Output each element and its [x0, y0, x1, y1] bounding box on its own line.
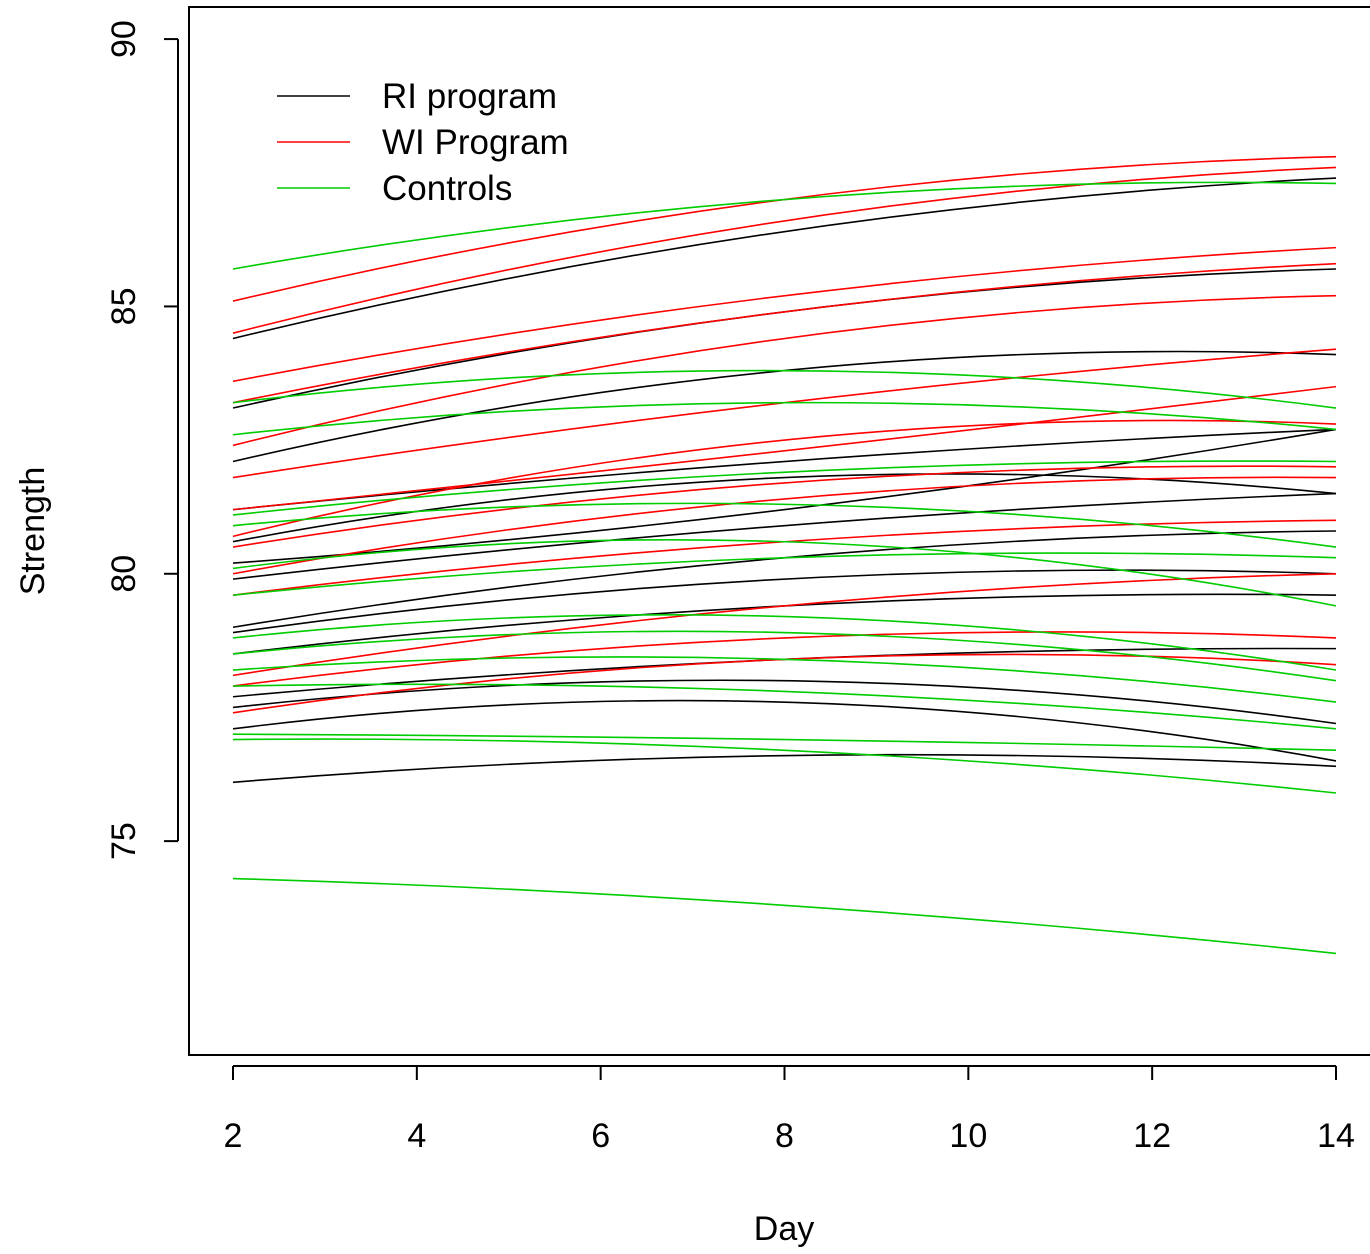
x-tick-label: 4 — [407, 1117, 426, 1155]
series-line-7 — [232, 492, 1337, 580]
series-line-20 — [232, 348, 1337, 479]
series-line-35 — [232, 552, 1337, 596]
legend-item: RI program — [277, 77, 557, 116]
series-line-18 — [232, 262, 1337, 404]
series-line-37 — [232, 630, 1337, 682]
x-tick-label: 2 — [224, 1117, 243, 1155]
series-line-17 — [232, 246, 1337, 383]
x-tick-label: 10 — [949, 1117, 987, 1155]
series-line-34 — [232, 539, 1337, 607]
series-line-38 — [232, 656, 1337, 703]
series-line-36 — [232, 614, 1337, 671]
series-line-40 — [232, 733, 1337, 752]
y-axis-label: Strength — [14, 467, 52, 596]
series-line-41 — [232, 738, 1337, 794]
y-tick-label: 85 — [105, 288, 143, 326]
series-line-14 — [232, 753, 1337, 784]
series-line-30 — [232, 369, 1337, 409]
x-axis: 2 4 6 8 10 12 14 — [224, 1065, 1355, 1155]
legend-label: WI Program — [382, 123, 569, 162]
x-tick-label: 8 — [775, 1117, 794, 1155]
y-axis: 75 80 85 90 — [105, 20, 179, 860]
series-line-32 — [232, 460, 1337, 516]
series-line-4 — [232, 428, 1337, 511]
series-line-6 — [232, 428, 1337, 564]
series-line-24 — [232, 476, 1337, 575]
series-line-16 — [232, 166, 1337, 334]
series-line-5 — [232, 473, 1337, 543]
series-line-29 — [232, 181, 1337, 270]
series-line-19 — [232, 294, 1337, 447]
legend-item: WI Program — [277, 123, 569, 162]
series-line-31 — [232, 401, 1337, 436]
series-line-9 — [232, 569, 1337, 634]
plot-area-frame — [188, 6, 1370, 1056]
series-line-13 — [232, 699, 1337, 762]
series-line-12 — [232, 679, 1337, 725]
legend-item: Controls — [277, 169, 512, 208]
series-line-23 — [232, 465, 1337, 548]
series-line-26 — [232, 572, 1337, 677]
legend-label: RI program — [382, 77, 557, 116]
legend: RI program WI Program Controls — [277, 77, 569, 208]
y-tick-label: 75 — [105, 822, 143, 860]
x-tick-label: 6 — [591, 1117, 610, 1155]
series-line-42 — [232, 877, 1337, 955]
legend-label: Controls — [382, 169, 512, 208]
x-tick-label: 14 — [1317, 1117, 1355, 1155]
series-line-21 — [232, 385, 1337, 511]
series-line-11 — [232, 647, 1337, 698]
series-line-27 — [232, 631, 1337, 687]
series-lines — [232, 155, 1337, 955]
x-tick-label: 12 — [1133, 1117, 1171, 1155]
series-line-1 — [232, 177, 1337, 340]
y-tick-label: 80 — [105, 555, 143, 593]
x-axis-label: Day — [754, 1210, 814, 1248]
series-line-39 — [232, 683, 1337, 730]
series-line-33 — [232, 502, 1337, 548]
y-tick-label: 90 — [105, 20, 143, 58]
